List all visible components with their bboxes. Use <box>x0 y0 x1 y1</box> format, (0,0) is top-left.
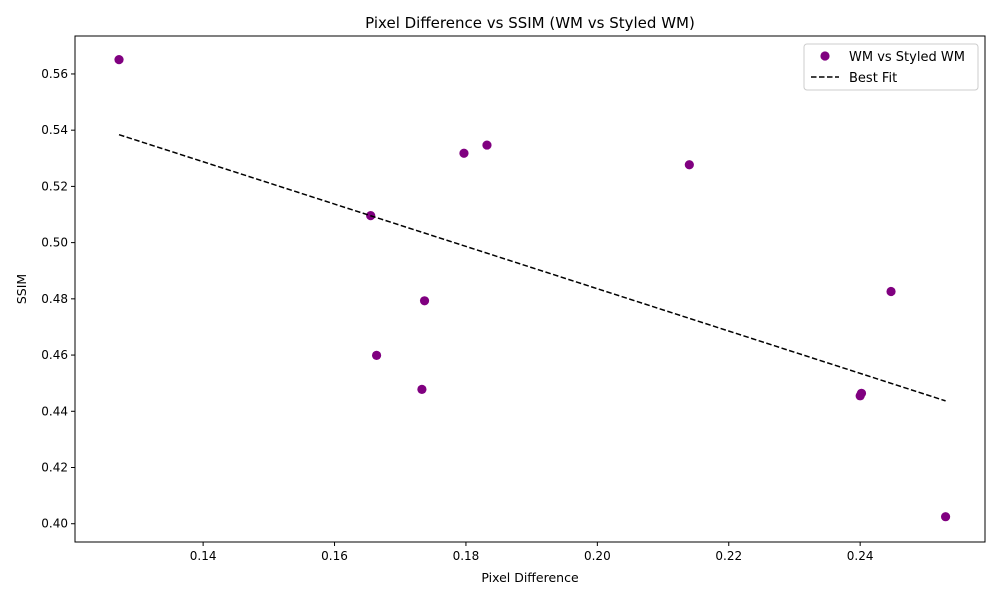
y-axis: 0.40 0.42 0.44 0.46 0.48 0.50 0.52 0.54 0.56 <box>41 67 75 531</box>
plot-area <box>114 55 951 522</box>
data-point <box>886 286 896 297</box>
data-point <box>482 140 492 150</box>
y-tick-label: 0.44 <box>41 404 68 418</box>
x-tick-label: 0.16 <box>321 549 348 563</box>
data-point <box>417 384 427 394</box>
chart-title: Pixel Difference vs SSIM (WM vs Styled W… <box>365 14 695 32</box>
x-tick-label: 0.14 <box>190 549 217 563</box>
y-tick-label: 0.40 <box>41 517 68 531</box>
x-tick-label: 0.24 <box>847 549 874 563</box>
x-tick-label: 0.18 <box>453 549 480 563</box>
data-point <box>940 512 951 522</box>
y-tick-label: 0.52 <box>41 179 68 193</box>
legend: WM vs Styled WM Best Fit <box>803 43 979 91</box>
y-tick-label: 0.42 <box>41 461 68 475</box>
data-point <box>684 160 694 170</box>
y-tick-label: 0.54 <box>41 123 68 137</box>
legend-label-line: Best Fit <box>849 71 897 86</box>
y-tick-label: 0.50 <box>41 236 68 250</box>
data-point <box>855 391 865 401</box>
data-point <box>114 55 124 65</box>
x-tick-label: 0.20 <box>584 549 611 563</box>
legend-label-scatter: WM vs Styled WM <box>849 50 965 65</box>
x-tick-label: 0.22 <box>715 549 742 563</box>
legend-marker-scatter <box>820 51 830 61</box>
legend-box <box>803 43 979 91</box>
plot-frame <box>74 35 986 543</box>
x-axis-label: Pixel Difference <box>481 570 579 585</box>
best-fit-line <box>118 133 946 402</box>
data-point <box>459 148 469 158</box>
data-point <box>371 350 382 360</box>
y-tick-label: 0.48 <box>41 292 68 306</box>
y-tick-label: 0.56 <box>41 67 68 81</box>
y-tick-label: 0.46 <box>41 348 68 362</box>
data-point <box>419 296 430 306</box>
y-axis-label: SSIM <box>14 274 29 304</box>
x-axis: 0.14 0.16 0.18 0.20 0.22 0.24 <box>190 542 874 563</box>
